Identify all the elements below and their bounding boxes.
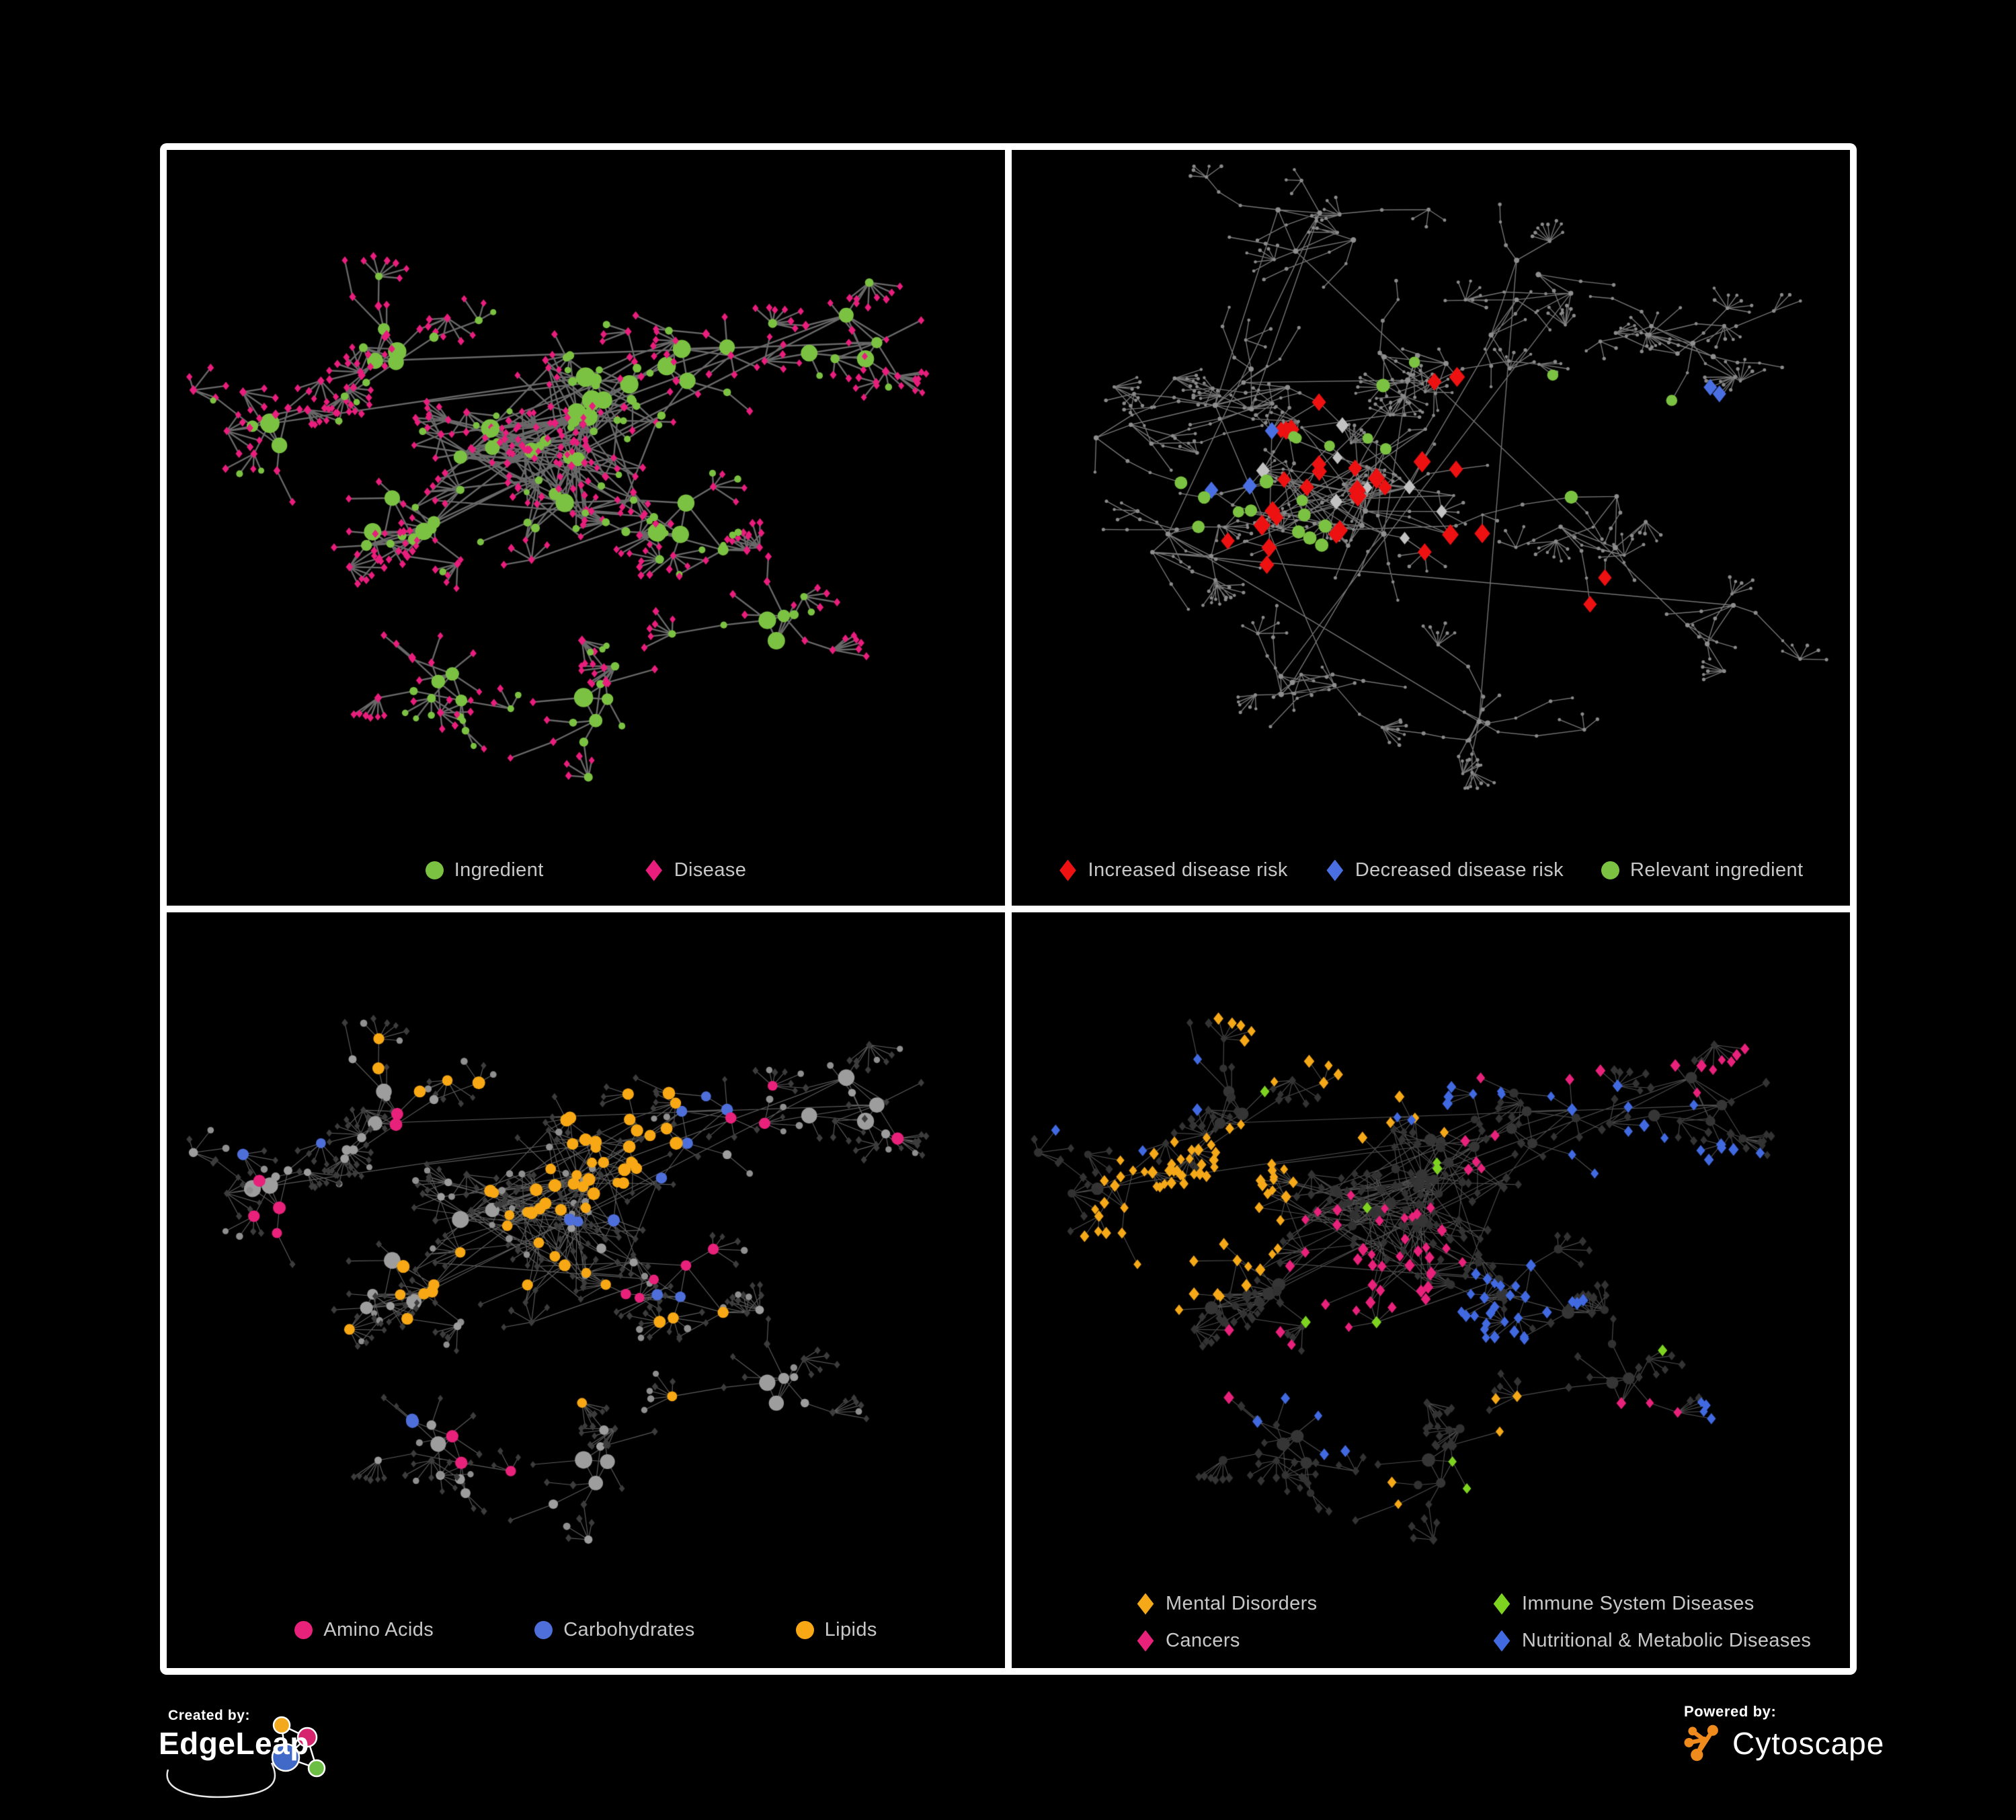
- legend-item: Decreased disease risk: [1326, 859, 1564, 881]
- legend-marker-diamond: [1493, 1630, 1510, 1652]
- legend-marker-circle: [425, 861, 444, 879]
- edgeleap-node-green: [307, 1759, 326, 1778]
- legend-item: Nutritional & Metabolic Diseases: [1492, 1630, 1850, 1652]
- legend-label: Increased disease risk: [1088, 859, 1288, 881]
- legend-label: Lipids: [824, 1619, 877, 1640]
- legend-item: Relevant ingredient: [1601, 859, 1803, 881]
- legend-marker-diamond: [1326, 859, 1344, 881]
- legend-label: Amino Acids: [323, 1619, 434, 1640]
- legend-marker-circle: [1601, 861, 1620, 879]
- legend-label: Nutritional & Metabolic Diseases: [1522, 1630, 1812, 1651]
- legend-item: Immune System Diseases: [1492, 1593, 1850, 1615]
- network-canvas-disease-categories: [1012, 915, 1850, 1597]
- legend-marker-diamond: [645, 859, 663, 881]
- panel-disease-categories-network: Mental Disorders Immune System Diseases Ca…: [1012, 912, 1850, 1668]
- legend-item: Increased disease risk: [1058, 859, 1287, 881]
- powered-by-label: Powered by:: [1684, 1703, 1777, 1720]
- legend-item: Lipids: [795, 1619, 877, 1641]
- legend-marker-diamond: [1137, 1630, 1154, 1652]
- legend-item: Carbohydrates: [534, 1619, 694, 1641]
- legend-item: Cancers: [1136, 1630, 1492, 1652]
- panel-disease-risk-network: Increased disease risk Decreased disease …: [1012, 150, 1850, 906]
- legend-marker-circle: [534, 1621, 553, 1639]
- edgeleap-wordmark: EdgeLeap: [159, 1726, 309, 1761]
- legend-marker-diamond: [1137, 1593, 1154, 1615]
- legend-label: Ingredient: [454, 859, 544, 881]
- legend-label: Decreased disease risk: [1355, 859, 1564, 881]
- legend-item: Amino Acids: [294, 1619, 434, 1641]
- panel-ingredient-disease-network: Ingredient Disease: [167, 150, 1005, 906]
- legend-label: Disease: [674, 859, 747, 881]
- network-canvas-ingredient-categories: [167, 915, 1005, 1597]
- legend-label: Carbohydrates: [563, 1619, 695, 1640]
- legend-item: Ingredient: [425, 859, 544, 881]
- cytoscape-wordmark: Cytoscape: [1732, 1726, 1885, 1761]
- legend-marker-circle: [795, 1621, 814, 1639]
- legend-disease-risk: Increased disease risk Decreased disease …: [1012, 859, 1850, 881]
- legend-label: Immune System Diseases: [1522, 1593, 1755, 1614]
- legend-item: Mental Disorders: [1136, 1593, 1492, 1615]
- legend-label: Cancers: [1166, 1630, 1240, 1651]
- created-by-label: Created by:: [168, 1708, 251, 1723]
- legend-marker-diamond: [1059, 859, 1076, 881]
- legend-item: Disease: [645, 859, 747, 881]
- legend-ingredient-disease: Ingredient Disease: [167, 859, 1005, 881]
- legend-marker-circle: [294, 1621, 313, 1639]
- network-canvas-disease-risk: [1012, 153, 1850, 835]
- legend-ingredient-categories: Amino Acids Carbohydrates Lipids: [167, 1619, 1005, 1641]
- legend-label: Mental Disorders: [1166, 1593, 1318, 1614]
- powered-by-block: Powered by: Cytoscape: [1684, 1703, 1912, 1790]
- figure-board: Ingredient Disease Increased disease risk…: [160, 143, 1857, 1675]
- edgeleap-swoosh: [166, 1762, 276, 1798]
- cytoscape-logo: [1684, 1725, 1718, 1762]
- legend-marker-diamond: [1493, 1593, 1510, 1615]
- legend-disease-categories: Mental Disorders Immune System Diseases Ca…: [1136, 1593, 1850, 1652]
- network-canvas-ingredient-disease: [167, 153, 1005, 835]
- panel-ingredient-categories-network: Amino Acids Carbohydrates Lipids: [167, 912, 1005, 1668]
- legend-label: Relevant ingredient: [1630, 859, 1804, 881]
- created-by-block: Created by: EdgeLeap: [159, 1708, 387, 1809]
